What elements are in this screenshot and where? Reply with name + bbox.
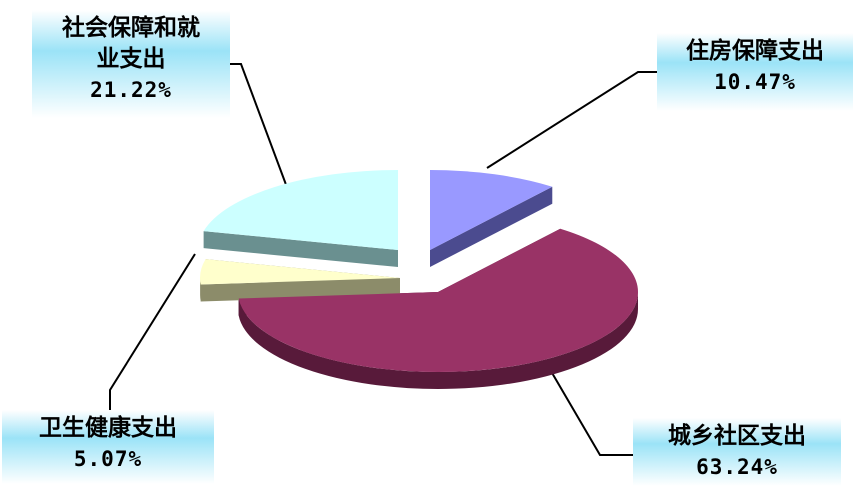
slice-percent: 63.24% (696, 455, 778, 479)
pie-tops (199, 170, 638, 372)
slice-percent: 10.47% (714, 70, 796, 94)
slice-label-text: 住房保障支出 (686, 38, 824, 64)
slice-percent: 21.22% (90, 78, 172, 102)
leader-line-3 (230, 63, 289, 191)
pie-slice-3 (203, 170, 398, 250)
pie-outer-wall-1 (238, 292, 638, 389)
pie-cut-face-0-1 (430, 186, 553, 267)
slice-label-text: 社会保障和就 (62, 15, 200, 41)
leader-line-1 (547, 365, 633, 456)
pie-outer-wall-2 (200, 278, 201, 302)
pie-slice-2 (199, 259, 400, 285)
slice-label-housing: 住房保障支出 10.47% (657, 33, 853, 111)
slice-label-text: 城乡社区支出 (668, 423, 806, 449)
pie-cut-face-3-0 (203, 231, 398, 267)
slice-label-health: 卫生健康支出 5.07% (2, 410, 214, 484)
slice-label-social-security: 社会保障和就 业支出 21.22% (32, 10, 230, 118)
slice-label-text-2: 业支出 (96, 46, 166, 72)
leader-line-0 (486, 71, 657, 169)
pie-slice-0 (430, 170, 553, 250)
pie-slice-1 (238, 228, 638, 372)
slice-label-text: 卫生健康支出 (39, 415, 177, 441)
slice-percent: 5.07% (73, 447, 143, 471)
slice-label-urban-rural: 城乡社区支出 63.24% (633, 418, 841, 486)
